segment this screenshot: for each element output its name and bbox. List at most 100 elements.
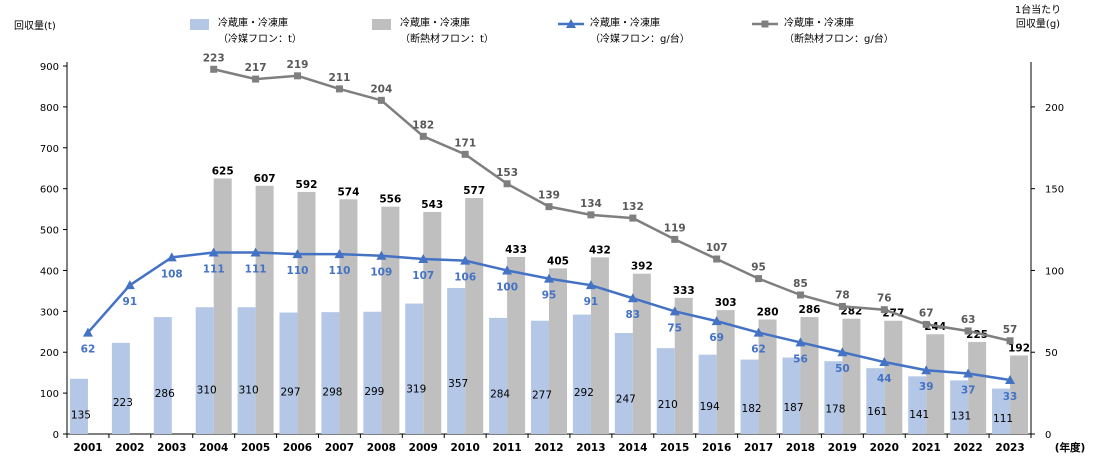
bar (381, 206, 400, 434)
line-data-label: 217 (245, 62, 267, 74)
line-data-label: 107 (706, 242, 728, 254)
bar-data-label: 247 (616, 394, 636, 406)
line-data-label: 39 (919, 381, 934, 393)
line-point (503, 180, 511, 188)
line-point (711, 316, 722, 326)
line-data-label: 37 (961, 384, 976, 396)
bar (339, 199, 358, 434)
line-point (1006, 337, 1014, 345)
line-data-label: 111 (245, 263, 267, 275)
legend-label: 冷蔵庫・冷凍庫 (590, 16, 660, 29)
bar-data-label: 280 (757, 307, 779, 319)
line-data-label: 69 (709, 332, 724, 344)
x-tick-label: 2001 (73, 442, 102, 454)
line-point (377, 96, 385, 104)
bar (153, 317, 172, 434)
line-data-label: 182 (412, 119, 434, 131)
bar-data-label: 543 (421, 199, 443, 211)
line-point (713, 255, 721, 263)
x-tick-label: 2002 (115, 442, 144, 454)
x-tick-label: 2016 (702, 442, 731, 454)
line-point (587, 211, 595, 219)
x-tick-label: 2008 (367, 442, 396, 454)
bar (549, 268, 567, 434)
line-data-label: 106 (454, 272, 476, 284)
x-tick-label: 2014 (618, 442, 647, 454)
line-point (837, 347, 848, 357)
x-tick-label: 2019 (828, 442, 857, 454)
legend-marker (566, 19, 576, 28)
line-data-label: 76 (877, 293, 892, 305)
bar (507, 256, 526, 434)
line-data-label: 171 (454, 137, 476, 149)
bar (842, 318, 861, 434)
bar (572, 314, 591, 434)
bar (740, 359, 759, 434)
bar-data-label: 625 (212, 165, 234, 177)
y-axis-right-title: 回収量(g) (1016, 18, 1060, 30)
x-tick-label: 2020 (870, 442, 899, 454)
bar-data-label: 277 (532, 389, 552, 401)
bar (195, 307, 214, 434)
line-data-label: 211 (328, 72, 350, 84)
bar (992, 388, 1011, 434)
legend-label: （断熱材フロン：g/台） (784, 32, 894, 45)
line-point (210, 65, 218, 73)
line-data-label: 78 (835, 289, 850, 301)
line-data-label: 67 (919, 307, 934, 319)
line-data-label: 95 (542, 290, 557, 302)
line-point (502, 265, 513, 275)
line-point (544, 273, 554, 283)
line-data-label: 100 (496, 281, 518, 293)
x-tick-label: 2005 (241, 442, 270, 454)
bar-data-label: 286 (155, 388, 175, 400)
legend-label: （冷媒フロン：g/台） (590, 32, 690, 45)
bar (297, 191, 316, 434)
bar (363, 311, 382, 434)
bar-data-label: 210 (658, 399, 678, 411)
legend-label: 冷蔵庫・冷凍庫 (218, 16, 288, 29)
line-point (419, 132, 427, 140)
bar-data-label: 303 (715, 297, 737, 309)
series-line (213, 68, 1011, 342)
bar (321, 312, 340, 434)
line-point (585, 280, 596, 290)
line-point (1005, 375, 1016, 385)
line-point (629, 214, 637, 222)
x-tick-label: 2007 (325, 442, 354, 454)
bar (255, 185, 274, 434)
bar (423, 211, 442, 434)
bar (447, 288, 466, 434)
legend-label: 冷蔵庫・冷凍庫 (400, 16, 470, 29)
line-point (669, 306, 680, 316)
bar (824, 361, 843, 434)
bar-data-label: 292 (574, 387, 594, 399)
line-point (294, 72, 302, 80)
line-point (376, 250, 387, 260)
line-data-label: 91 (584, 296, 599, 308)
line-point (124, 280, 135, 290)
x-tick-label: 2011 (492, 442, 521, 454)
y-right-tick-label: 50 (1045, 348, 1058, 359)
bar (1010, 355, 1029, 434)
bar-data-label: 187 (783, 402, 803, 414)
line-point (252, 75, 260, 83)
legend-marker (761, 20, 769, 28)
line-data-label: 134 (580, 198, 602, 210)
bar-data-label: 310 (239, 385, 259, 397)
bar (279, 312, 298, 434)
line-point (795, 337, 806, 347)
line-data-label: 153 (496, 167, 518, 179)
bar-data-label: 577 (463, 185, 485, 197)
bar (866, 368, 885, 434)
line-point (755, 275, 763, 283)
bar-data-label: 310 (197, 385, 217, 397)
y-right-tick-label: 0 (1045, 430, 1051, 441)
line-point (879, 357, 890, 367)
bar-data-label: 135 (71, 410, 91, 422)
line-data-label: 62 (751, 344, 766, 356)
bar-data-label: 357 (448, 378, 468, 390)
line-point (166, 252, 177, 262)
line-data-label: 56 (793, 353, 808, 365)
line-point (208, 247, 219, 257)
